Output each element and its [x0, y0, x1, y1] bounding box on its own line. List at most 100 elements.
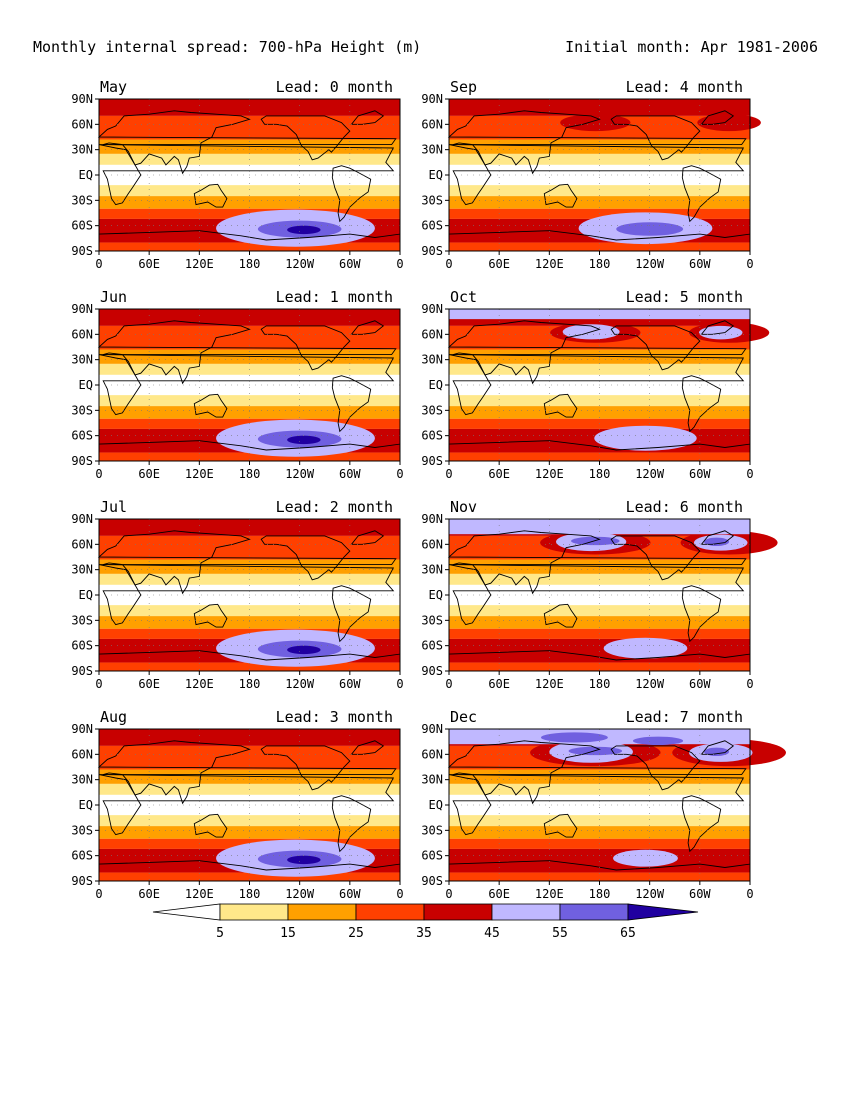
lon-tick-label: 0 [746, 467, 753, 481]
lon-tick-label: 180 [589, 257, 611, 271]
lon-tick-label: 180 [239, 887, 261, 901]
lon-tick-label: 0 [445, 677, 452, 691]
lon-tick-label: 0 [95, 467, 102, 481]
lat-tick-label: EQ [429, 378, 443, 392]
lat-tick-label: 60N [421, 117, 443, 131]
colorbar-swatch [423, 903, 493, 921]
coastline [97, 530, 397, 595]
lat-tick-label: 90N [71, 512, 93, 526]
lon-tick-label: 0 [445, 257, 452, 271]
coastline [260, 115, 351, 161]
colorbar-swatch [559, 903, 629, 921]
panel-lead-label: Lead: 1 month [276, 288, 393, 306]
grid-lines [449, 309, 750, 461]
lat-tick-label: 60N [421, 747, 443, 761]
spread-band [99, 745, 400, 770]
spread-max [594, 425, 697, 451]
figure-title: Monthly internal spread: 700-hPa Height … [33, 38, 421, 56]
coastline [350, 320, 385, 335]
lon-tick-label: 120E [185, 257, 214, 271]
lon-tick-label: 120W [635, 257, 665, 271]
lon-tick-label: 60W [339, 257, 361, 271]
lon-tick-label: 180 [239, 677, 261, 691]
spread-max [632, 736, 684, 746]
spread-max [697, 114, 761, 132]
coastline [448, 354, 745, 416]
spread-band [449, 605, 750, 617]
lon-tick-label: 120W [285, 257, 315, 271]
spread-band [99, 196, 400, 209]
lon-tick-label: 60W [339, 887, 361, 901]
lon-tick-label: 60E [488, 887, 510, 901]
panel-month-label: Nov [450, 498, 477, 516]
lat-tick-label: 90S [421, 244, 443, 258]
coastline [543, 813, 578, 838]
lon-tick-label: 60W [689, 257, 711, 271]
colorbar-label: 45 [484, 926, 500, 941]
lat-tick-label: 90S [421, 454, 443, 468]
lon-tick-label: 60E [138, 887, 160, 901]
coastline [193, 603, 228, 628]
panel-month-label: Jun [100, 288, 127, 306]
spread-band [99, 452, 400, 461]
coastline [98, 774, 395, 836]
grid-lines [449, 99, 750, 251]
lat-tick-label: 30S [71, 613, 93, 627]
spread-band [99, 309, 400, 326]
lon-tick-label: 60E [138, 257, 160, 271]
lon-tick-label: 60W [689, 467, 711, 481]
lat-tick-label: 60N [421, 327, 443, 341]
spread-max [613, 849, 678, 867]
colorbar-label: 5 [216, 926, 224, 941]
spread-band [99, 535, 400, 560]
coastline [448, 144, 745, 206]
spread-band [449, 638, 750, 663]
lat-tick-label: 90N [71, 722, 93, 736]
coastline [98, 144, 395, 206]
lon-tick-label: 0 [396, 467, 403, 481]
lat-tick-label: 30N [71, 353, 93, 367]
grid-lines [99, 99, 400, 251]
coastline [350, 110, 385, 125]
colorbar-label: 65 [620, 926, 636, 941]
lat-tick-label: 60S [71, 639, 93, 653]
panel-month-label: Oct [450, 288, 477, 306]
lat-tick-label: 60S [71, 429, 93, 443]
coastline [97, 320, 397, 385]
grid-lines [449, 519, 750, 671]
spread-max [603, 637, 688, 659]
lat-tick-label: 30N [71, 563, 93, 577]
coastline [447, 530, 747, 595]
spread-max [287, 855, 321, 865]
spread-band [99, 729, 400, 746]
lon-tick-label: 120E [535, 677, 564, 691]
lat-tick-label: 60S [421, 219, 443, 233]
colorbar-label: 55 [552, 926, 568, 941]
coastline [98, 354, 395, 416]
lon-tick-label: 120E [185, 887, 214, 901]
coastline [448, 774, 745, 836]
lat-tick-label: 90N [421, 512, 443, 526]
lon-tick-label: 120W [635, 887, 665, 901]
coastline [700, 530, 735, 545]
spread-band [449, 662, 750, 671]
panel-month-label: Jul [100, 498, 127, 516]
spread-band [449, 616, 750, 629]
coastline [447, 320, 747, 385]
coastline [448, 564, 745, 626]
coastline [350, 740, 385, 755]
colorbar-label: 25 [348, 926, 364, 941]
coastline [543, 393, 578, 418]
spread-band [449, 309, 750, 320]
lon-tick-label: 120W [635, 677, 665, 691]
spread-max [287, 435, 321, 445]
lon-tick-label: 60W [689, 887, 711, 901]
lat-tick-label: 30N [421, 563, 443, 577]
spread-band [449, 872, 750, 881]
coastline [98, 564, 395, 626]
